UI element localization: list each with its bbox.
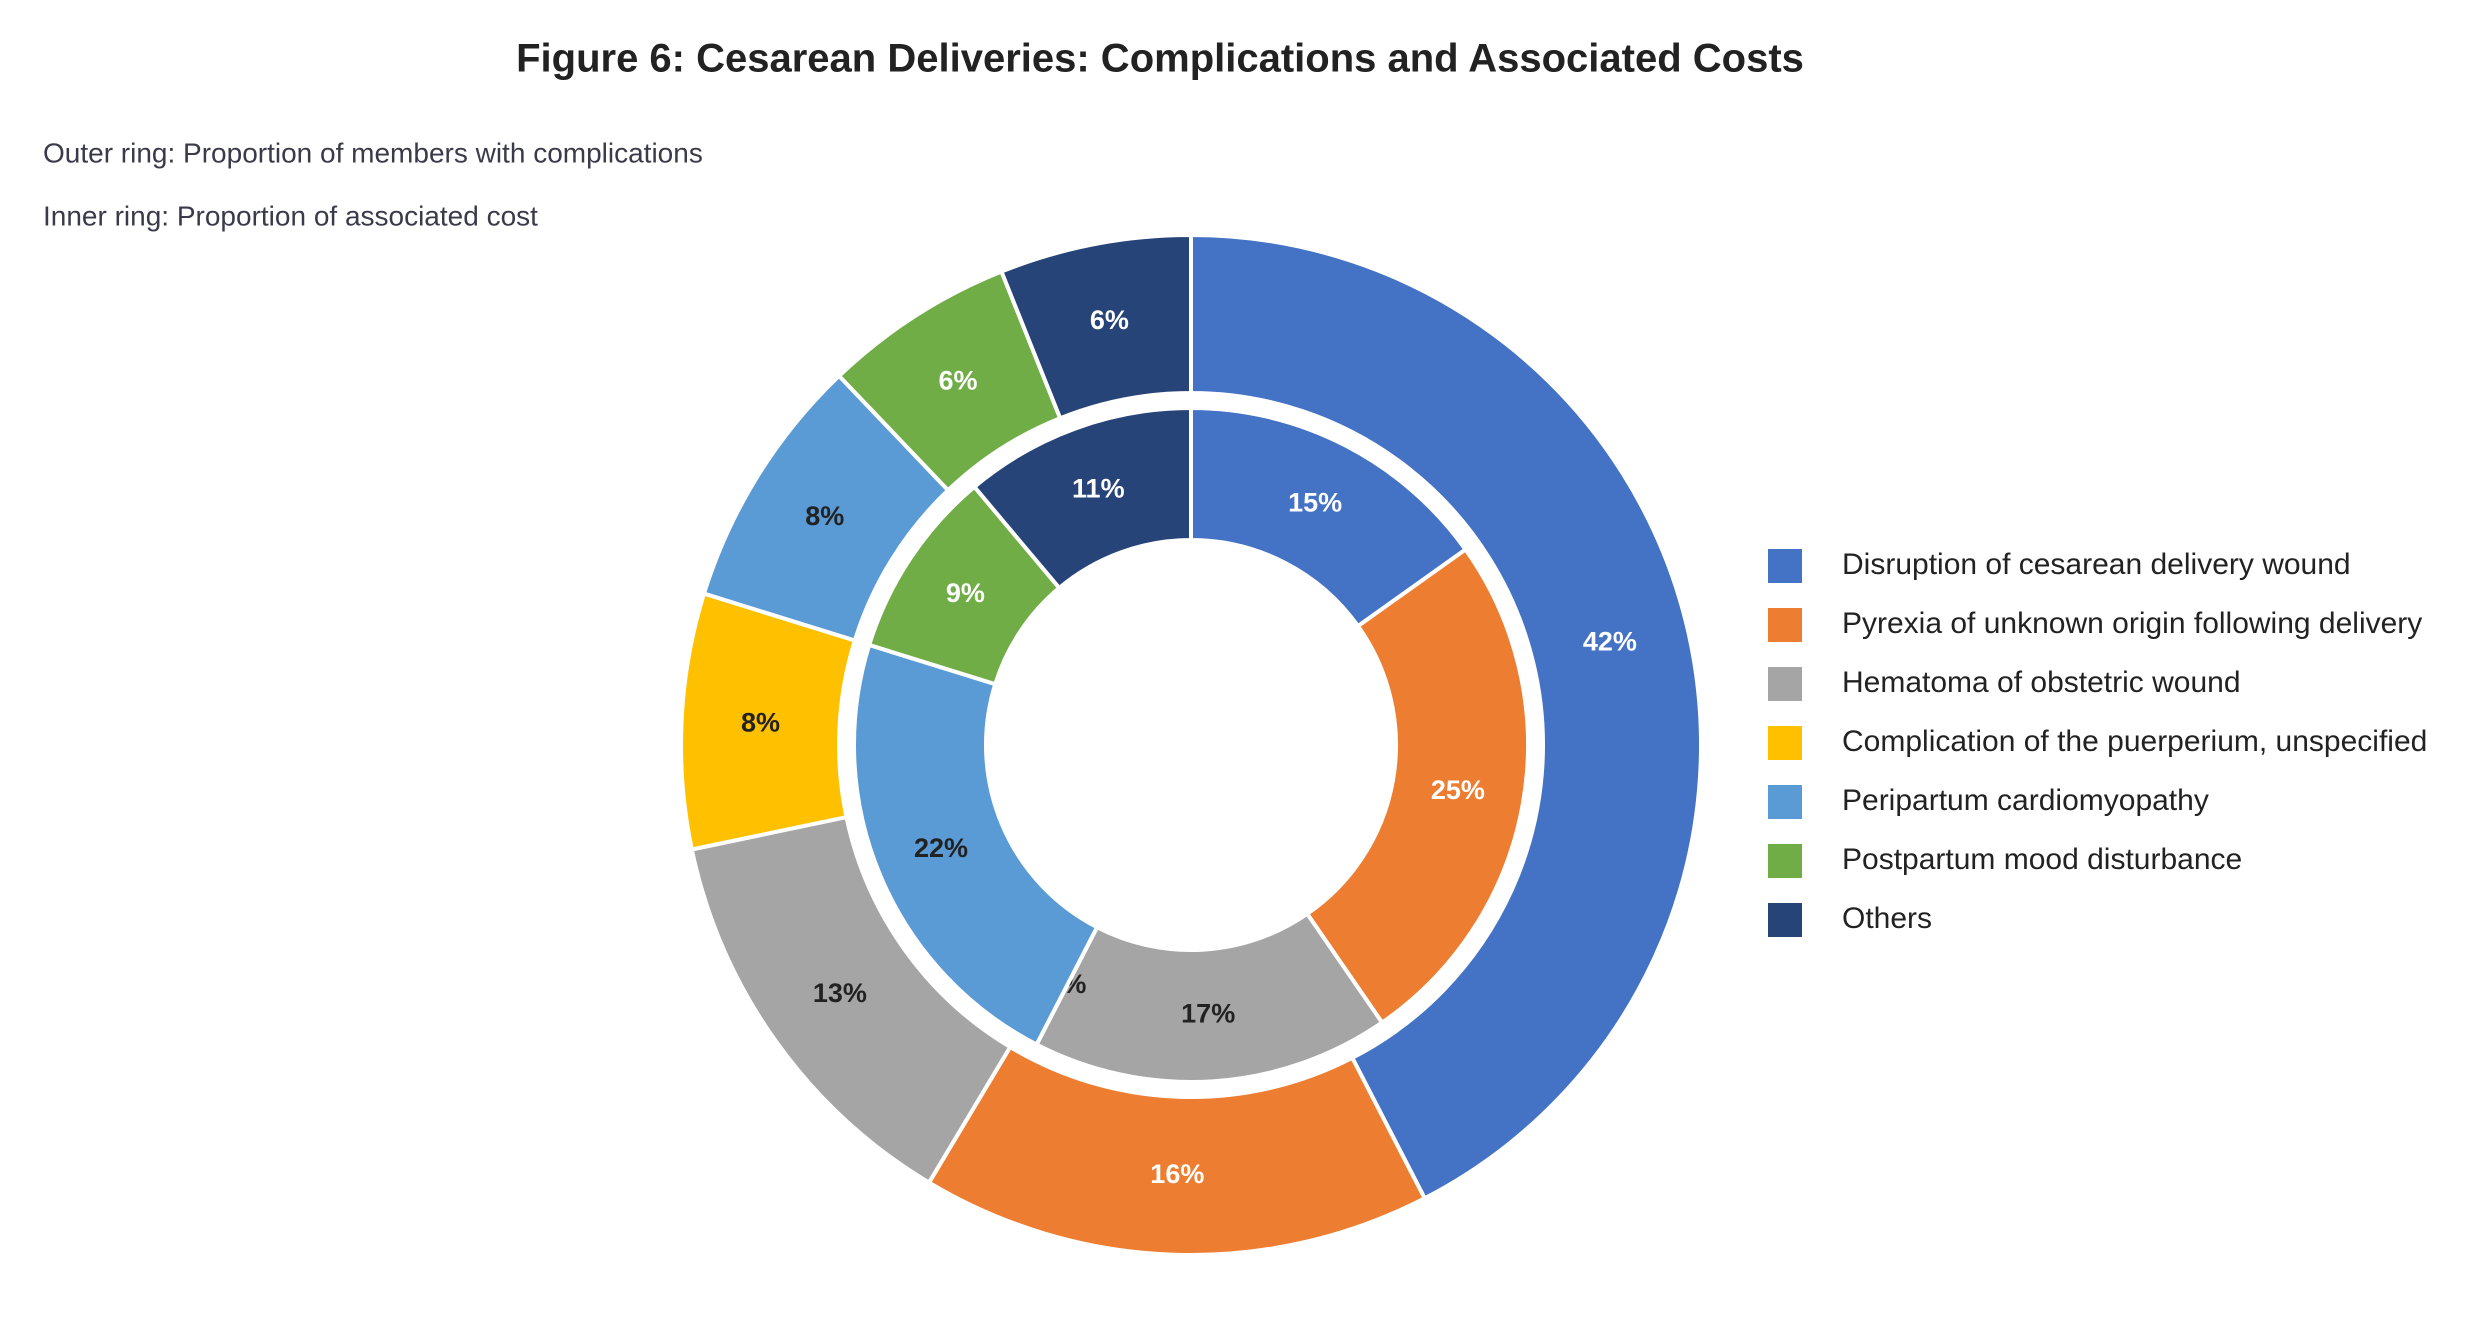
legend-label: Pyrexia of unknown origin following deli…: [1842, 607, 2422, 640]
data-label: 22%: [914, 833, 968, 863]
data-label: 6%: [938, 366, 977, 396]
donut-slice: [1189, 232, 1704, 1202]
donut-slice: [852, 642, 1100, 1048]
data-label: 17%: [1181, 999, 1235, 1029]
legend-swatch: [1768, 903, 1802, 937]
annotation: Outer ring: Proportion of members with c…: [43, 137, 703, 168]
chart-title: Figure 6: Cesarean Deliveries: Complicat…: [516, 37, 1804, 81]
legend-swatch: [1768, 667, 1802, 701]
data-label: 11%: [1072, 473, 1125, 503]
donut-slice: [998, 232, 1193, 421]
legend-label: Disruption of cesarean delivery wound: [1842, 548, 2351, 581]
legend-swatch: [1768, 844, 1802, 878]
donut-slice: [1033, 911, 1385, 1084]
data-label: 42%: [1583, 627, 1637, 657]
legend-label: Complication of the puerperium, unspecif…: [1842, 725, 2427, 758]
annotation: Inner ring: Proportion of associated cos…: [43, 200, 538, 231]
data-label: 16%: [1150, 1159, 1204, 1189]
donut-slice: [971, 405, 1193, 591]
data-label: 25%: [1431, 775, 1485, 805]
legend-label: Peripartum cardiomyopathy: [1842, 784, 2209, 817]
data-label: 8%: [805, 501, 844, 531]
legend-swatch: [1768, 726, 1802, 760]
legend-label: Hematoma of obstetric wound: [1842, 666, 2241, 699]
donut-slice: [1304, 546, 1530, 1026]
donut-slice: [926, 1044, 1428, 1257]
data-label: 15%: [1288, 487, 1342, 517]
data-label: 9%: [946, 578, 985, 608]
legend-swatch: [1768, 608, 1802, 642]
data-label: 13%: [813, 978, 867, 1008]
legend-swatch: [1768, 549, 1802, 583]
data-label: 8%: [741, 708, 780, 738]
legend-swatch: [1768, 785, 1802, 819]
data-label: 6%: [1090, 305, 1129, 335]
legend-label: Others: [1842, 902, 1932, 935]
legend-label: Postpartum mood disturbance: [1842, 843, 2242, 876]
